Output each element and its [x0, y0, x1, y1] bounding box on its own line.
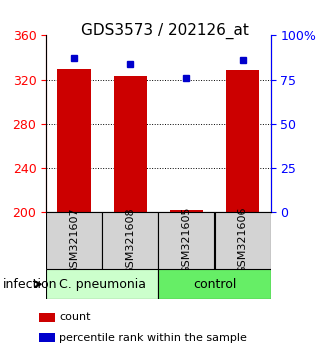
- Bar: [214, 212, 271, 269]
- Bar: [102, 212, 158, 269]
- Text: C. pneumonia: C. pneumonia: [59, 278, 146, 291]
- Bar: [170, 210, 203, 212]
- Bar: [158, 269, 271, 299]
- Text: GSM321608: GSM321608: [125, 207, 135, 275]
- Bar: [226, 70, 259, 212]
- Bar: [114, 76, 147, 212]
- Text: count: count: [59, 312, 91, 322]
- Bar: [39, 333, 55, 342]
- Text: GDS3573 / 202126_at: GDS3573 / 202126_at: [81, 23, 249, 39]
- Text: percentile rank within the sample: percentile rank within the sample: [59, 333, 247, 343]
- Bar: [46, 269, 158, 299]
- Text: infection: infection: [3, 278, 58, 291]
- Bar: [46, 212, 102, 269]
- Text: GSM321606: GSM321606: [238, 207, 248, 274]
- Text: control: control: [193, 278, 236, 291]
- Bar: [158, 212, 215, 269]
- Text: GSM321605: GSM321605: [182, 207, 191, 274]
- Bar: [39, 313, 55, 321]
- Text: GSM321607: GSM321607: [69, 207, 79, 275]
- Bar: [57, 69, 91, 212]
